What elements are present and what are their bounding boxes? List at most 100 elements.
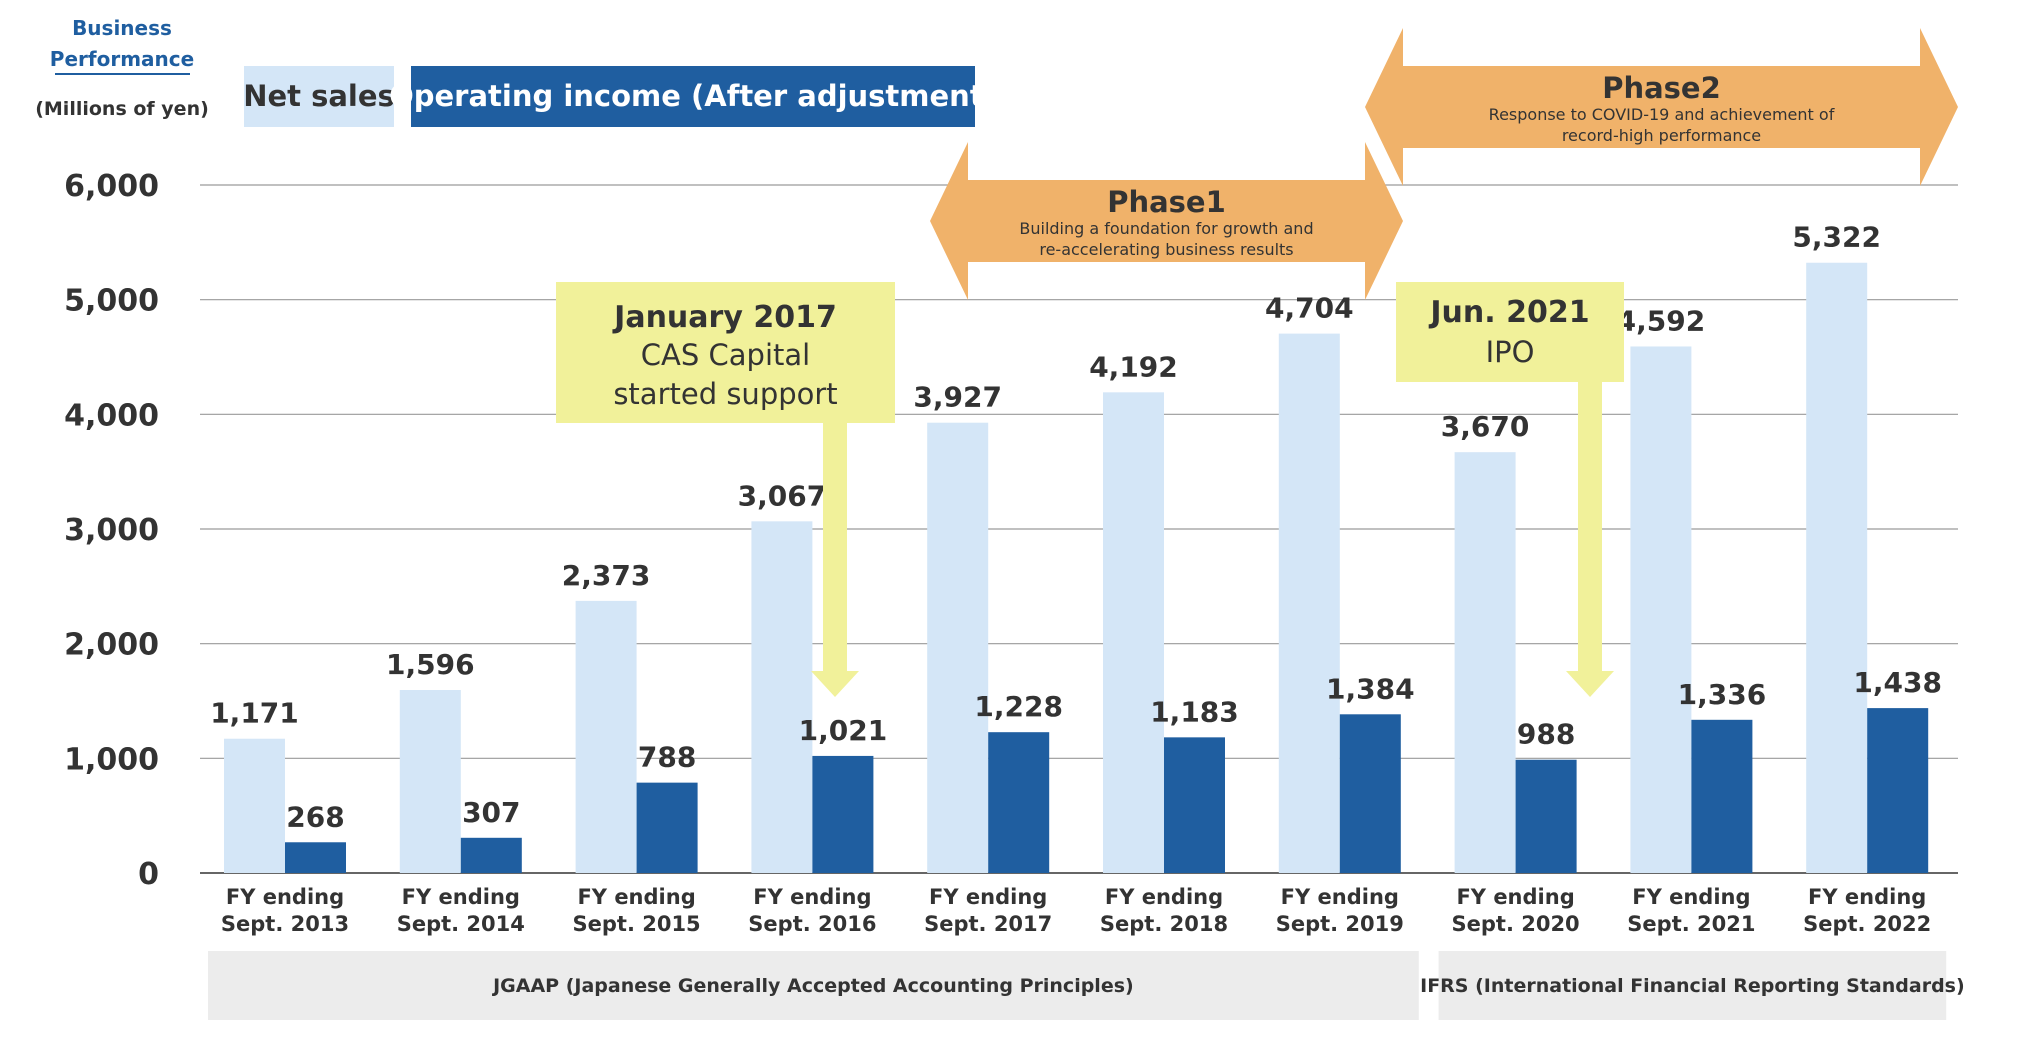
x-tick-label: Sept. 2018 xyxy=(1100,912,1228,936)
callout-text: Jun. 2021 xyxy=(1428,295,1589,330)
y-tick-label: 5,000 xyxy=(64,284,159,319)
value-label-net-sales: 3,927 xyxy=(913,381,1002,414)
bar-net-sales xyxy=(1630,346,1692,873)
value-label-operating-income: 988 xyxy=(1517,718,1575,751)
y-tick-label: 6,000 xyxy=(64,169,159,204)
value-label-operating-income: 1,336 xyxy=(1678,678,1767,711)
bar-operating-income xyxy=(1164,737,1225,873)
x-tick-label: FY ending xyxy=(226,885,344,909)
value-label-operating-income: 1,021 xyxy=(799,714,888,747)
legend-swatch-net-sales xyxy=(244,66,394,127)
x-tick-label: Sept. 2019 xyxy=(1276,912,1404,936)
bar-operating-income xyxy=(460,837,522,873)
unit-title-line-2: Performance xyxy=(50,47,194,71)
bar-operating-income xyxy=(1691,719,1753,873)
standard-label: JGAAP (Japanese Generally Accepted Accou… xyxy=(491,975,1134,997)
value-label-operating-income: 1,384 xyxy=(1326,672,1415,705)
bar-operating-income xyxy=(812,755,874,873)
value-label-net-sales: 3,670 xyxy=(1441,410,1530,443)
value-label-operating-income: 1,438 xyxy=(1853,666,1942,699)
callout-arrow xyxy=(1566,382,1614,697)
x-tick-label: FY ending xyxy=(753,885,871,909)
y-tick-label: 0 xyxy=(138,857,159,892)
phase-title: Phase2 xyxy=(1602,71,1721,105)
value-label-operating-income: 1,228 xyxy=(974,690,1063,723)
x-tick-label: Sept. 2014 xyxy=(397,912,525,936)
x-tick-label: Sept. 2021 xyxy=(1627,912,1755,936)
phase-description: record-high performance xyxy=(1562,126,1761,145)
value-label-operating-income: 307 xyxy=(462,796,520,829)
bar-net-sales xyxy=(1103,392,1164,873)
bar-net-sales xyxy=(1454,452,1516,873)
x-tick-label: FY ending xyxy=(1456,885,1574,909)
phase-description: Building a foundation for growth and xyxy=(1019,219,1313,238)
bar-net-sales xyxy=(1278,333,1340,873)
axis-layer: 0 1,000 2,000 3,000 4,000 5,000 6,000 FY ending… xyxy=(64,169,1931,936)
value-label-net-sales: 4,192 xyxy=(1089,350,1178,383)
x-tick-label: FY ending xyxy=(1281,885,1399,909)
callout-text: started support xyxy=(613,377,837,411)
callout-text: CAS Capital xyxy=(641,338,810,372)
bar-net-sales xyxy=(927,422,989,873)
x-tick-label: FY ending xyxy=(577,885,695,909)
labels-layer: 1,171 1,596 2,373 3,067 3,927 4,192 4,704 3,670… xyxy=(210,221,1942,834)
unit-label: (Millions of yen) xyxy=(35,98,209,120)
x-tick-label: FY ending xyxy=(929,885,1047,909)
value-label-operating-income: 788 xyxy=(638,741,696,774)
y-tick-label: 3,000 xyxy=(64,513,159,548)
standard-band xyxy=(208,951,1419,1020)
bar-operating-income xyxy=(1339,714,1401,873)
x-tick-label: Sept. 2022 xyxy=(1803,912,1931,936)
x-tick-label: FY ending xyxy=(402,885,520,909)
callout-box xyxy=(1396,282,1624,382)
standards-layer: JGAAP (Japanese Generally Accepted Accou… xyxy=(208,951,1965,1020)
legend-swatch-operating-income xyxy=(411,66,975,127)
phase-arrow xyxy=(1365,28,1958,186)
bar-net-sales xyxy=(751,521,813,873)
bar-net-sales xyxy=(575,600,637,873)
value-label-operating-income: 268 xyxy=(286,800,344,833)
bar-operating-income xyxy=(1867,708,1929,873)
bar-net-sales xyxy=(224,738,285,873)
bar-net-sales xyxy=(399,689,461,873)
value-label-operating-income: 1,183 xyxy=(1150,695,1239,728)
value-label-net-sales: 4,592 xyxy=(1617,304,1706,337)
phase-description: re-accelerating business results xyxy=(1039,240,1293,259)
value-label-net-sales: 1,171 xyxy=(210,697,299,730)
value-label-net-sales: 1,596 xyxy=(386,648,475,681)
callout-arrow xyxy=(811,423,859,697)
x-tick-label: FY ending xyxy=(1632,885,1750,909)
y-tick-label: 4,000 xyxy=(64,398,159,433)
callout-box xyxy=(556,282,895,423)
legend-net-sales: Net sales xyxy=(243,79,395,113)
bar-operating-income xyxy=(1515,759,1577,873)
x-tick-label: FY ending xyxy=(1808,885,1926,909)
bar-operating-income xyxy=(285,842,346,873)
phase-description: Response to COVID-19 and achievement of xyxy=(1489,105,1835,124)
x-tick-label: Sept. 2016 xyxy=(748,912,876,936)
y-tick-label: 2,000 xyxy=(64,628,159,663)
value-label-net-sales: 5,322 xyxy=(1792,221,1881,254)
x-tick-label: Sept. 2017 xyxy=(924,912,1052,936)
callout-text: January 2017 xyxy=(612,300,837,335)
x-tick-label: Sept. 2015 xyxy=(573,912,701,936)
value-label-net-sales: 3,067 xyxy=(738,479,827,512)
standard-label: IFRS (International Financial Reporting … xyxy=(1420,975,1965,997)
phase-arrow xyxy=(930,142,1403,300)
unit-title-line-1: Business xyxy=(72,16,172,40)
legend-operating-income: Operating income (After adjustment) xyxy=(389,79,997,113)
bar-net-sales xyxy=(1806,262,1868,873)
x-tick-label: FY ending xyxy=(1105,885,1223,909)
value-label-net-sales: 4,704 xyxy=(1265,292,1354,325)
bar-operating-income xyxy=(636,782,698,873)
bars-layer xyxy=(224,262,1929,873)
phase-title: Phase1 xyxy=(1107,185,1226,219)
bar-operating-income xyxy=(988,732,1050,873)
y-tick-label: 1,000 xyxy=(64,742,159,777)
x-tick-label: Sept. 2013 xyxy=(221,912,349,936)
x-tick-label: Sept. 2020 xyxy=(1452,912,1580,936)
value-label-net-sales: 2,373 xyxy=(562,559,651,592)
